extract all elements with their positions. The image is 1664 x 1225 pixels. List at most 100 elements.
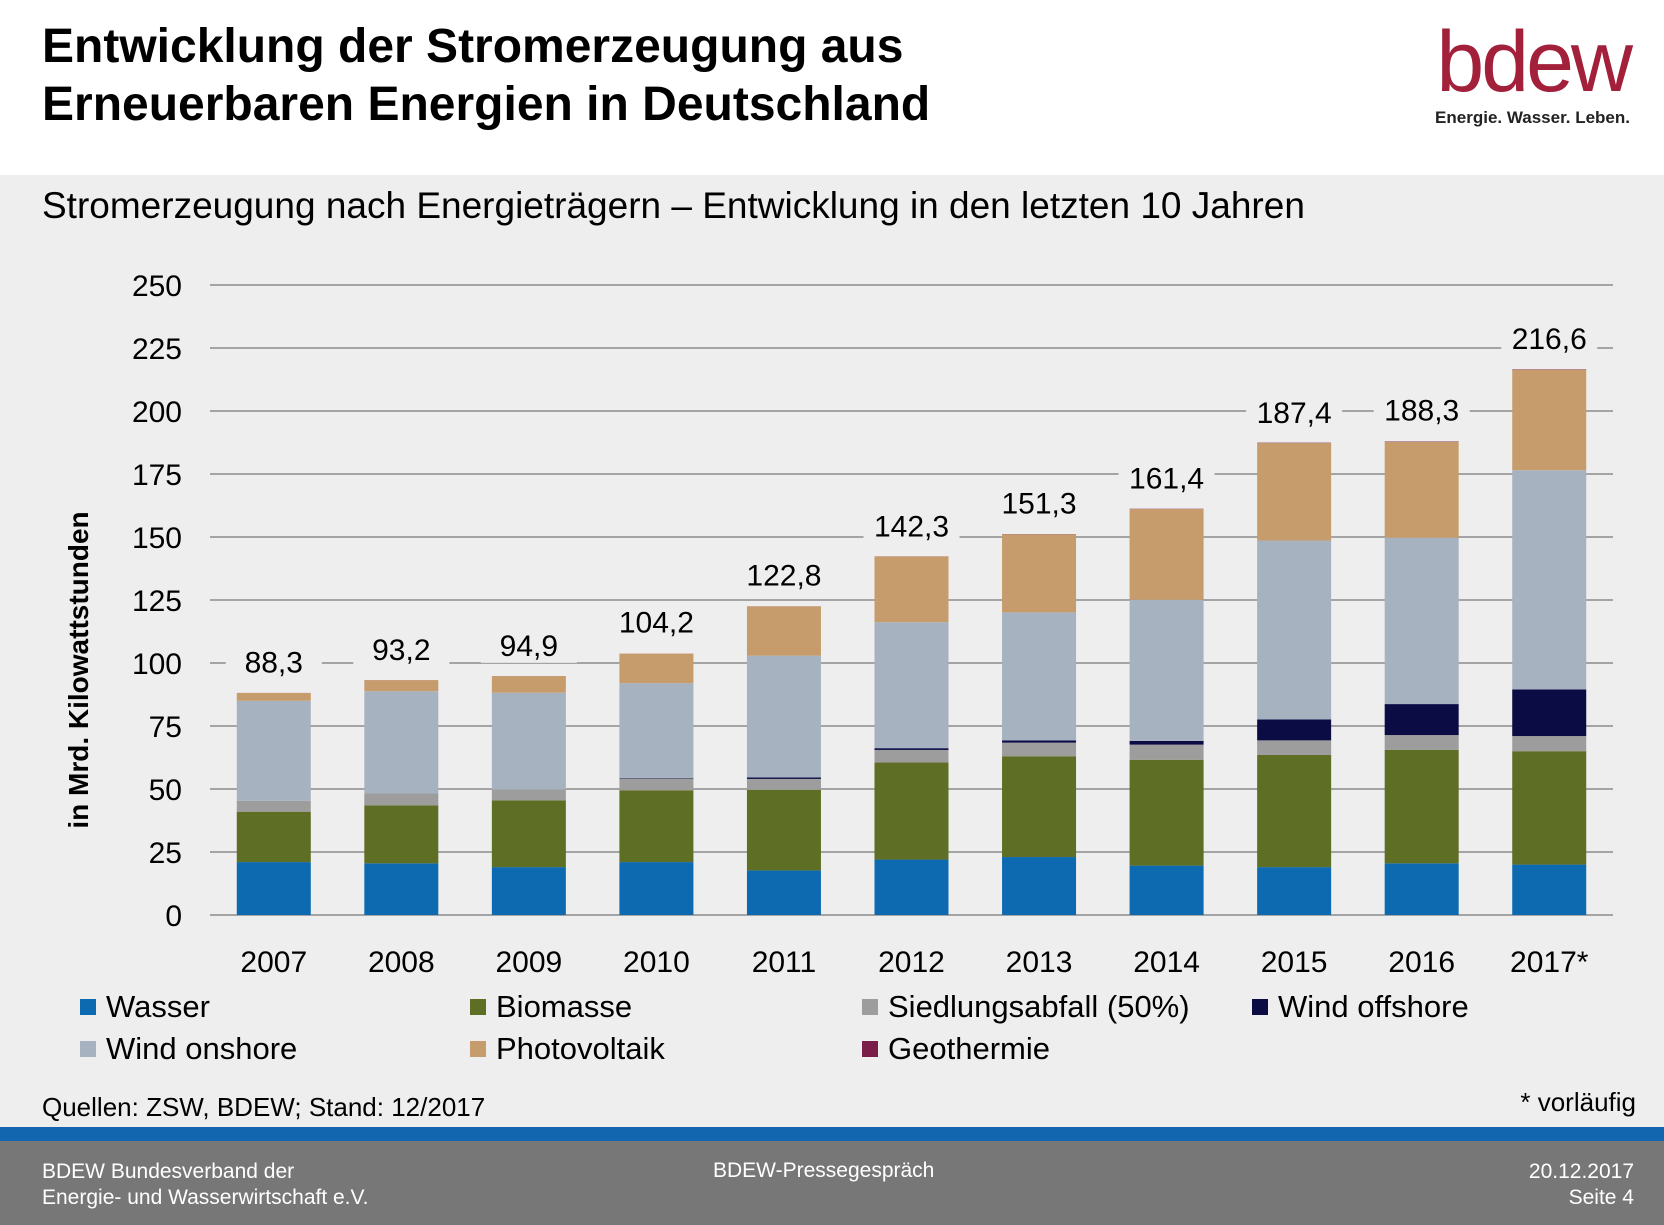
bar-segment-wind-onshore: [1002, 612, 1077, 741]
sources-note: Quellen: ZSW, BDEW; Stand: 12/2017: [42, 1092, 486, 1122]
bar-segment-siedlungsabfall-50: [236, 800, 311, 812]
bar-segment-wind-offshore: [1384, 704, 1459, 736]
bar-segment-wasser: [364, 863, 439, 915]
total-data-label: 216,6: [1512, 323, 1587, 356]
bar-segment-wind-onshore: [746, 655, 821, 778]
y-tick-label: 25: [149, 837, 182, 870]
bar-segment-biomasse: [1512, 751, 1587, 865]
bar-segment-biomasse: [619, 790, 694, 863]
logo-tagline: Energie. Wasser. Leben.: [1435, 108, 1630, 127]
bar-segment-photovoltaik: [236, 692, 311, 701]
bar-segment-wasser: [619, 862, 694, 915]
chart-panel: Stromerzeugung nach Energieträgern – Ent…: [0, 175, 1664, 1127]
bars: [236, 369, 1587, 915]
legend-item-wind-onshore: Wind onshore: [80, 1031, 297, 1067]
bar-segment-biomasse: [491, 800, 566, 868]
slide-footer: BDEW Bundesverband der Energie- und Wass…: [0, 1141, 1664, 1225]
legend-swatch: [862, 1041, 878, 1057]
x-tick-label: 2014: [1133, 946, 1200, 979]
bar-segment-photovoltaik: [1384, 441, 1459, 538]
bar-segment-wasser: [874, 859, 949, 915]
bdew-logo: bdew Energie. Wasser. Leben.: [1430, 14, 1633, 135]
legend-label: Biomasse: [496, 989, 633, 1024]
logo-wordmark: bdew: [1436, 14, 1633, 110]
total-data-label: 161,4: [1129, 462, 1204, 495]
legend-item-biomasse: Biomasse: [470, 989, 632, 1025]
total-data-label: 142,3: [874, 510, 949, 543]
legend-swatch: [80, 999, 96, 1015]
legend-item-geothermie: Geothermie: [862, 1031, 1050, 1067]
total-label-background: [1246, 395, 1343, 430]
bar-segment-wasser: [1384, 863, 1459, 915]
bar-segment-wind-offshore: [746, 777, 821, 779]
bar-segment-siedlungsabfall-50: [874, 749, 949, 763]
footer-page-number: Seite 4: [1568, 1186, 1634, 1209]
x-tick-label: 2013: [1006, 946, 1073, 979]
footer-date: 20.12.2017: [1528, 1160, 1634, 1183]
total-data-label: 93,2: [372, 634, 430, 667]
bar-segment-wind-onshore: [491, 692, 566, 790]
bar-segment-photovoltaik: [1512, 369, 1587, 471]
total-data-label: 88,3: [245, 646, 303, 679]
total-data-label: 104,2: [619, 606, 694, 639]
bar-segment-wind-onshore: [1129, 599, 1204, 741]
preliminary-note: * vorläufig: [1520, 1087, 1636, 1117]
total-label-background: [225, 645, 322, 680]
y-tick-label: 125: [132, 585, 182, 618]
bar-segment-wind-offshore: [1512, 689, 1587, 737]
bar-segment-photovoltaik: [874, 556, 949, 623]
bar-segment-siedlungsabfall-50: [1129, 744, 1204, 760]
bar-segment-wind-offshore: [1257, 719, 1332, 741]
bar-segment-siedlungsabfall-50: [364, 793, 439, 806]
y-tick-label: 0: [165, 900, 182, 933]
total-label-background: [353, 633, 450, 668]
bar-segment-photovoltaik: [491, 676, 566, 693]
total-label-background: [1118, 461, 1215, 496]
legend-swatch: [1252, 999, 1268, 1015]
bar-segment-wind-onshore: [619, 683, 694, 778]
bar-segment-wind-offshore: [1002, 740, 1077, 743]
title-line-1: Entwicklung der Stromerzeugung aus: [42, 20, 904, 73]
y-tick-label: 100: [132, 648, 182, 681]
footer-organization: BDEW Bundesverband der Energie- und Wass…: [42, 1159, 368, 1211]
bar-segment-siedlungsabfall-50: [746, 778, 821, 790]
bar-segment-siedlungsabfall-50: [1257, 740, 1332, 755]
legend-label: Geothermie: [888, 1031, 1050, 1066]
y-tick-label: 200: [132, 396, 182, 429]
x-tick-label: 2016: [1388, 946, 1455, 979]
bar-segment-wind-onshore: [1512, 470, 1587, 690]
bar-segment-photovoltaik: [746, 606, 821, 656]
x-tick-label: 2015: [1261, 946, 1328, 979]
y-tick-label: 225: [132, 333, 182, 366]
x-tick-label: 2009: [495, 946, 562, 979]
legend-item-wasser: Wasser: [80, 989, 210, 1025]
legend-item-siedlungsabfall: Siedlungsabfall (50%): [862, 989, 1190, 1025]
bar-segment-wasser: [1129, 865, 1204, 915]
footer-event: BDEW-Pressegespräch: [713, 1159, 935, 1182]
total-label-background: [480, 628, 577, 663]
bar-segment-biomasse: [874, 762, 949, 860]
total-data-label: 122,8: [746, 560, 821, 593]
bar-segment-biomasse: [746, 789, 821, 871]
x-tick-label: 2012: [878, 946, 945, 979]
legend-swatch: [470, 1041, 486, 1057]
bar-segment-wind-onshore: [236, 700, 311, 801]
bar-segment-biomasse: [1129, 759, 1204, 866]
bar-segment-photovoltaik: [1257, 443, 1332, 541]
bar-segment-biomasse: [236, 811, 311, 863]
bar-segment-wasser: [236, 862, 311, 915]
total-label-background: [608, 605, 705, 640]
footer-org-line-1: BDEW Bundesverband der: [42, 1160, 295, 1183]
legend-swatch: [862, 999, 878, 1015]
labels: 0 25 50 75 100 125 150 175 200 225 250 2007 88,3 2008…: [132, 270, 1598, 979]
legend-swatch: [470, 999, 486, 1015]
bar-segment-photovoltaik: [619, 653, 694, 684]
bar-segment-biomasse: [364, 805, 439, 864]
bar-segment-wind-onshore: [364, 691, 439, 794]
x-tick-label: 2010: [623, 946, 690, 979]
x-tick-label: 2017*: [1510, 946, 1589, 979]
footer-accent-bar: [0, 1127, 1664, 1141]
bar-segment-wasser: [1257, 867, 1332, 915]
y-tick-label: 250: [132, 270, 182, 303]
x-tick-label: 2007: [240, 946, 307, 979]
